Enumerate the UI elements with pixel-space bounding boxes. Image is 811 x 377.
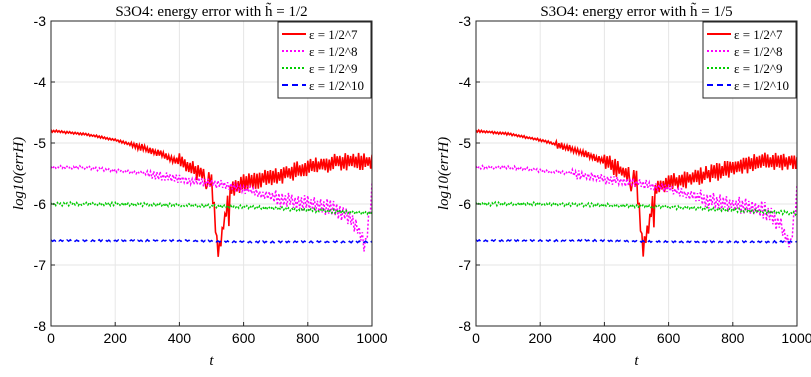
series-group <box>476 128 797 257</box>
x-tick-label: 0 <box>472 330 480 346</box>
axes-box <box>475 20 798 327</box>
legend-label-3: ε = 1/2^9 <box>734 61 783 76</box>
series-line-3 <box>51 200 372 217</box>
x-tick-label: 1000 <box>356 330 387 346</box>
x-tick-label: 800 <box>296 330 320 346</box>
y-tick-label: -4 <box>459 74 472 90</box>
legend: ε = 1/2^7 ε = 1/2^8 ε = 1/2^9 ε = 1/2^10 <box>702 21 797 99</box>
x-tick-label: 800 <box>721 330 745 346</box>
y-axis-label: log10(errH) <box>11 137 27 210</box>
x-tick-label: 0 <box>47 330 55 346</box>
y-axis-label: log10(errH) <box>436 137 452 210</box>
x-tick-label: 200 <box>529 330 553 346</box>
legend: ε = 1/2^7 ε = 1/2^8 ε = 1/2^9 ε = 1/2^10 <box>277 21 372 99</box>
x-axis-label: t <box>209 353 214 369</box>
y-tick-label: -5 <box>34 135 47 151</box>
x-tick-label: 1000 <box>781 330 811 346</box>
series-line-1 <box>51 128 372 257</box>
x-axis-label: t <box>634 353 639 369</box>
y-tick-label: -8 <box>34 318 47 334</box>
chart-title: S3O4: energy error with h̃ = 1/2 <box>115 2 307 20</box>
chart-right: 0 200 400 600 800 1000 -8 -7 -6 -5 -4 -3 S3O4: energ… <box>436 2 811 369</box>
chart-title: S3O4: energy error with h̃ = 1/5 <box>540 2 732 20</box>
series-line-3 <box>476 200 797 217</box>
y-tick-label: -6 <box>34 196 47 212</box>
legend-label-1: ε = 1/2^7 <box>309 27 358 42</box>
legend-label-4: ε = 1/2^10 <box>309 78 364 93</box>
series-group <box>51 128 372 257</box>
y-tick-label: -7 <box>459 257 472 273</box>
x-tick-label: 600 <box>657 330 681 346</box>
y-tick-label: -3 <box>459 13 472 29</box>
series-line-4 <box>51 238 372 244</box>
legend-label-1: ε = 1/2^7 <box>734 27 783 42</box>
x-tick-label: 400 <box>168 330 192 346</box>
legend-label-2: ε = 1/2^8 <box>309 44 358 59</box>
series-line-2 <box>476 163 797 248</box>
y-tick-label: -3 <box>34 13 47 29</box>
x-tick-label: 400 <box>593 330 617 346</box>
legend-label-3: ε = 1/2^9 <box>309 61 358 76</box>
chart-left: 0 200 400 600 800 1000 -8 -7 -6 -5 -4 -3 S3O4: energ… <box>11 2 388 369</box>
y-tick-label: -5 <box>459 135 472 151</box>
legend-label-4: ε = 1/2^10 <box>734 78 789 93</box>
series-line-1 <box>476 128 797 257</box>
axes-box <box>50 20 373 327</box>
y-tick-label: -8 <box>459 318 472 334</box>
series-line-4 <box>476 238 797 244</box>
legend-label-2: ε = 1/2^8 <box>734 44 783 59</box>
x-tick-label: 200 <box>104 330 128 346</box>
x-tick-label: 600 <box>232 330 256 346</box>
y-tick-label: -7 <box>34 257 47 273</box>
y-tick-label: -4 <box>34 74 47 90</box>
y-tick-label: -6 <box>459 196 472 212</box>
